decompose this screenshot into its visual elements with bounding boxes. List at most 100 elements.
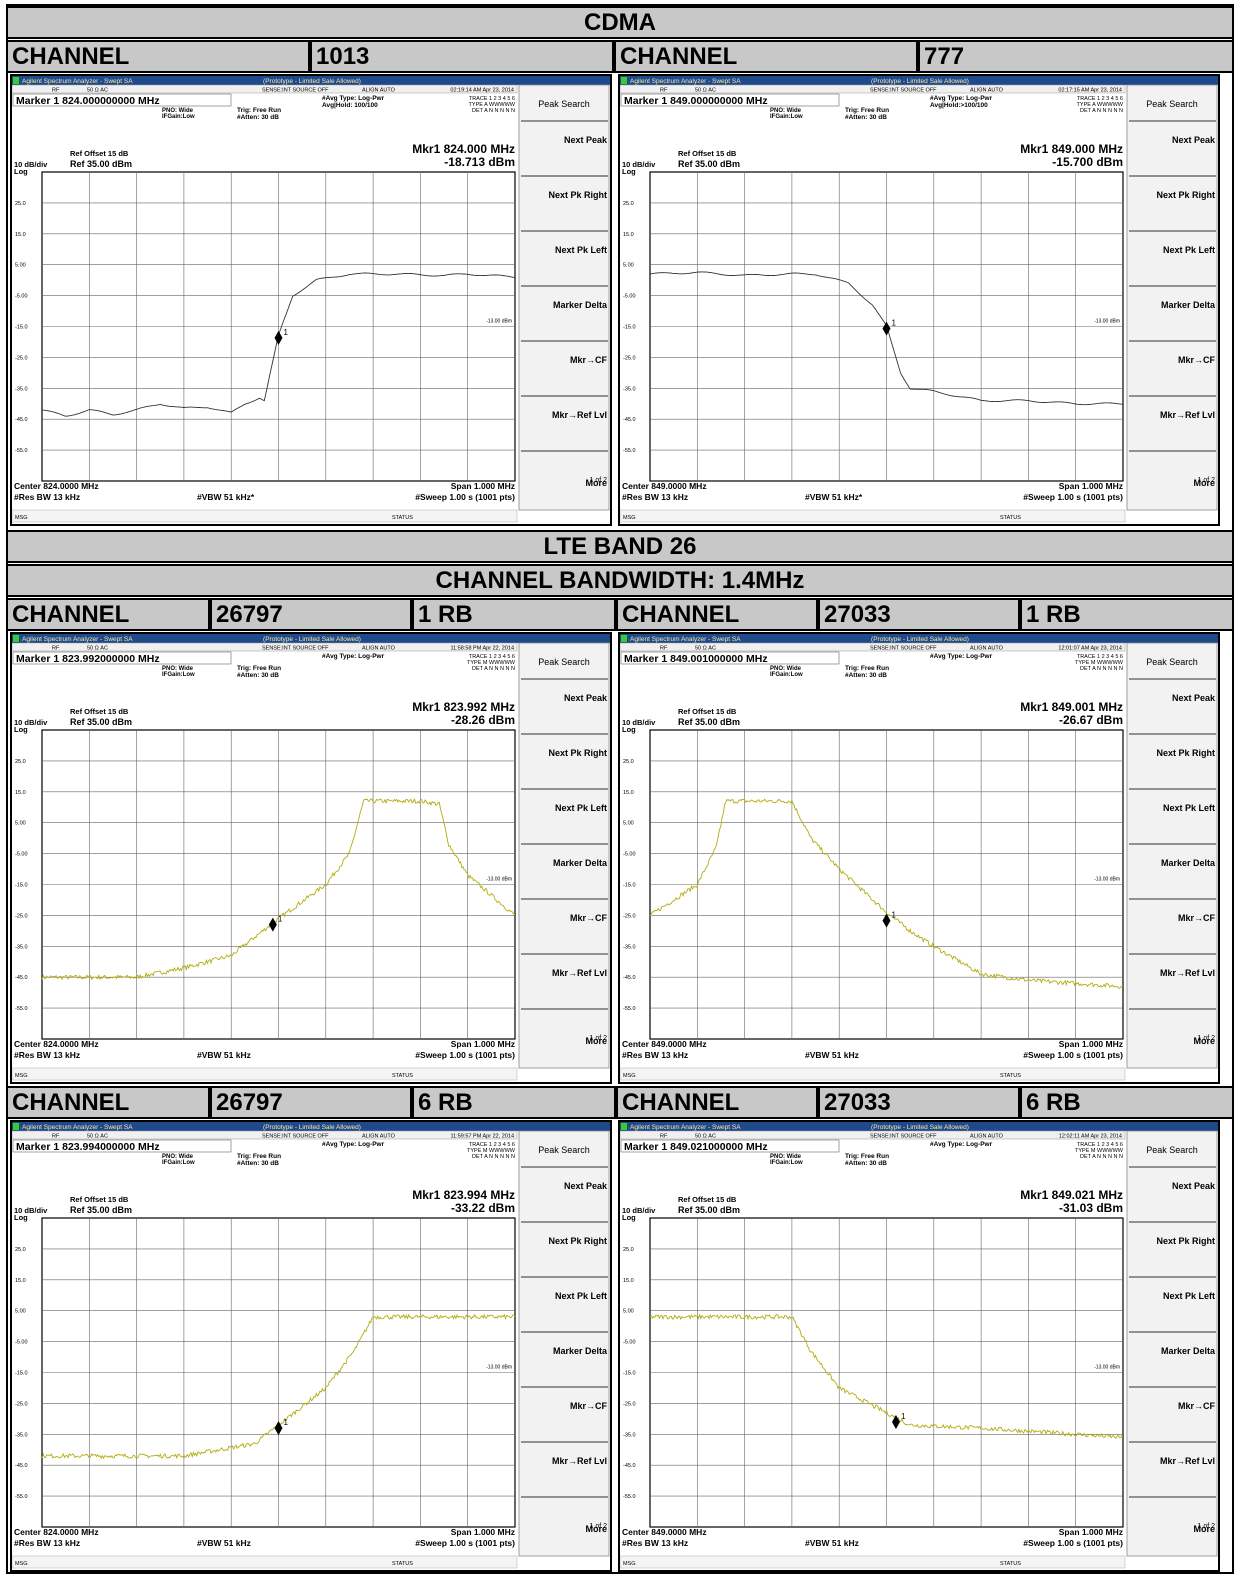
status-bar: [11, 1067, 518, 1081]
impedance: 50 Ω AC: [87, 1134, 108, 1140]
sense: SENSE:INT SOURCE OFF: [262, 646, 329, 652]
align: ALIGN AUTO: [970, 1134, 1004, 1140]
grid-label: 25.0: [623, 201, 634, 207]
app-title: Agilent Spectrum Analyzer - Swept SA: [22, 1124, 133, 1131]
marker-frequency: Mkr1 823.994 MHz: [412, 1188, 515, 1202]
attenuation: #Atten: 30 dB: [845, 672, 887, 679]
marker-diamond: [274, 330, 283, 345]
channel-cell: 1013: [310, 40, 614, 73]
ifgain: IFGain:Low: [162, 672, 195, 678]
grid-label: -5.00: [623, 852, 636, 858]
rf-label: RF: [660, 1134, 668, 1140]
pno: PNO: Wide: [162, 1154, 194, 1160]
ref-offset: Ref Offset 15 dB: [70, 1195, 129, 1204]
timestamp: 12:02:11 AM Apr 23, 2014: [1059, 1134, 1122, 1140]
channel-cell: 26797: [210, 598, 412, 631]
softkey: Mkr→Ref Lvl: [1160, 410, 1215, 420]
status-label: STATUS: [392, 1073, 413, 1079]
softkey: Marker Delta: [553, 1346, 608, 1356]
sweep: #Sweep 1.00 s (1001 pts): [415, 1538, 515, 1548]
app-title: Agilent Spectrum Analyzer - Swept SA: [630, 78, 741, 85]
avg-type: #Avg Type: Log-Pwr: [930, 95, 993, 102]
analyzer-screenshot: Agilent Spectrum Analyzer - Swept SA (Pro…: [10, 632, 612, 1084]
channel-cell: CHANNEL: [6, 598, 210, 631]
rbw: #Res BW 13 kHz: [622, 1050, 688, 1060]
softkey: Next Pk Right: [1156, 748, 1215, 758]
span: Span 1.000 MHz: [1059, 481, 1123, 491]
grid-label: 15.0: [15, 232, 26, 238]
status-label: STATUS: [1000, 515, 1021, 521]
marker-box: [12, 93, 232, 107]
marker-number: 1: [901, 1412, 906, 1421]
sense: SENSE:INT SOURCE OFF: [262, 1134, 329, 1140]
grid-label: 5.00: [623, 1309, 634, 1315]
title-bar: [12, 634, 610, 643]
grid-label: 5.00: [623, 821, 634, 827]
marker-number: 1: [892, 319, 897, 328]
grid-label: -55.0: [623, 1494, 636, 1500]
marker-readout: Marker 1 823.994000000 MHz: [16, 1141, 160, 1153]
pno: PNO: Wide: [770, 108, 802, 114]
prototype-note: (Prototype - Limited Sale Allowed): [263, 636, 361, 643]
softkey-panel: [1126, 642, 1218, 1069]
ifgain: IFGain:Low: [770, 672, 803, 678]
softkey: Marker Delta: [1161, 1346, 1216, 1356]
msg-label: MSG: [15, 1073, 28, 1079]
marker-number: 1: [284, 1418, 289, 1427]
rf-label: RF: [660, 646, 668, 652]
status-line: [619, 1130, 1126, 1140]
timestamp: 12:01:07 AM Apr 23, 2014: [1058, 646, 1122, 652]
marker-level: -31.03 dBm: [1059, 1201, 1123, 1215]
pno: PNO: Wide: [162, 108, 194, 114]
avg-type: #Avg Type: Log-Pwr: [322, 95, 385, 102]
channel-cell: 6 RB: [412, 1086, 616, 1119]
impedance: 50 Ω AC: [695, 88, 716, 94]
grid-label: -55.0: [15, 1006, 28, 1012]
vbw: #VBW 51 kHz: [197, 1050, 251, 1060]
softkey: Mkr→CF: [1178, 355, 1216, 365]
status-line: [11, 642, 518, 652]
marker-number: 1: [284, 328, 289, 337]
marker-readout: Marker 1 849.021000000 MHz: [624, 1141, 768, 1153]
trigger: Trig: Free Run: [845, 107, 889, 114]
grid-label: -15.0: [15, 883, 28, 889]
softkey-panel: [518, 84, 610, 511]
softkey: Next Pk Right: [548, 748, 607, 758]
span: Span 1.000 MHz: [451, 1039, 515, 1049]
log-label: Log: [622, 725, 636, 734]
analyzer-screen: Agilent Spectrum Analyzer - Swept SA (Pro…: [11, 76, 610, 523]
trigger: Trig: Free Run: [237, 1153, 281, 1160]
grid-label: -15.0: [623, 325, 636, 331]
ref-offset: Ref Offset 15 dB: [70, 707, 129, 716]
app-icon: [13, 77, 19, 84]
grid-label: 15.0: [623, 232, 634, 238]
grid-label: -35.0: [623, 386, 636, 392]
softkey: Next Pk Left: [555, 803, 607, 813]
softkey: Next Peak: [564, 135, 608, 145]
align: ALIGN AUTO: [970, 88, 1004, 94]
grid-label: -45.0: [623, 417, 636, 423]
analyzer-screenshot: Agilent Spectrum Analyzer - Swept SA (Pro…: [10, 1120, 612, 1572]
grid-label: -5.00: [15, 294, 28, 300]
trace-row: TRACE 1 2 3 4 5 6: [469, 96, 515, 102]
softkey: Mkr→Ref Lvl: [1160, 1456, 1215, 1466]
grid-label: 15.0: [623, 790, 634, 796]
status-bar: [11, 1555, 518, 1569]
marker-readout: Marker 1 849.000000000 MHz: [624, 95, 768, 107]
pno: PNO: Wide: [162, 666, 194, 672]
limit-label: -13.00 dBm: [486, 876, 512, 882]
det-row: DET A N N N N N: [1080, 108, 1123, 114]
analyzer-screen: Agilent Spectrum Analyzer - Swept SA (Pro…: [11, 1122, 610, 1569]
softkey-page: 1 of 2: [1197, 1523, 1215, 1530]
grid-label: -15.0: [15, 1371, 28, 1377]
marker-level: -18.713 dBm: [444, 155, 515, 169]
softkey: More: [585, 478, 607, 488]
grid-label: -25.0: [623, 913, 636, 919]
grid-label: -45.0: [15, 417, 28, 423]
softkey-page: 1 of 2: [589, 1035, 607, 1042]
scale: 10 dB/div: [14, 160, 48, 169]
trace-row: TRACE 1 2 3 4 5 6: [1077, 654, 1123, 660]
sweep: #Sweep 1.00 s (1001 pts): [415, 1050, 515, 1060]
align: ALIGN AUTO: [362, 1134, 396, 1140]
